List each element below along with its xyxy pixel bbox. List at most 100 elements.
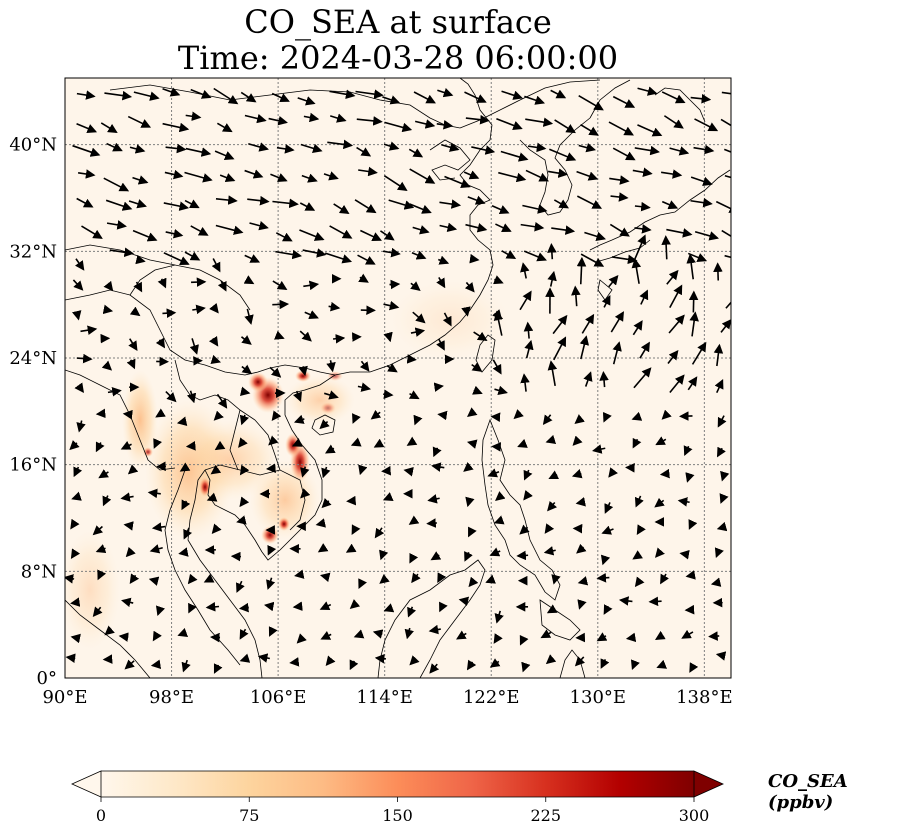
wind-arrow (76, 90, 96, 100)
wind-arrow (604, 502, 614, 514)
wind-arrow (608, 121, 634, 136)
wind-arrow (189, 338, 199, 355)
wind-arrow (81, 225, 103, 239)
wind-arrow (403, 467, 414, 477)
wind-arrow (315, 518, 326, 528)
wind-arrow (247, 195, 270, 206)
wind-arrow (634, 224, 652, 234)
wind-arrow (324, 390, 339, 400)
wind-arrow (576, 543, 587, 554)
wind-arrow (501, 90, 523, 100)
wind-arrow (429, 663, 440, 674)
wind-arrow (580, 253, 605, 267)
wind-arrow (327, 139, 354, 150)
colorbar-tick-label: 75 (239, 806, 259, 825)
wind-arrow (442, 312, 452, 327)
wind-arrow (209, 302, 219, 314)
wind-arrow (494, 385, 508, 395)
wind-arrow (720, 318, 731, 333)
wind-arrow (634, 201, 651, 212)
wind-arrow (461, 306, 471, 317)
wind-arrow (517, 438, 528, 448)
wind-arrow (372, 629, 384, 639)
wind-arrow (468, 526, 477, 538)
wind-arrow (464, 281, 475, 293)
wind-arrow (669, 146, 690, 156)
wind-arrow (300, 143, 323, 153)
wind-arrow (720, 470, 730, 482)
wind-arrow (178, 547, 189, 557)
wind-arrow (610, 192, 629, 202)
wind-arrow (320, 631, 332, 640)
wind-arrow (248, 142, 269, 152)
wind-arrow (70, 633, 81, 644)
wind-arrow (681, 629, 694, 639)
wind-arrow (181, 659, 191, 673)
wind-arrow (103, 280, 114, 292)
wind-arrow (358, 464, 368, 476)
lon-tick-label: 106°E (250, 687, 307, 708)
wind-arrow (73, 466, 83, 478)
wind-arrow (553, 199, 570, 209)
wind-arrow (634, 234, 647, 260)
wind-arrow (92, 525, 104, 536)
wind-arrow (358, 166, 378, 177)
wind-arrow (123, 521, 134, 531)
wind-arrow (571, 469, 583, 479)
wind-arrow (129, 573, 140, 585)
wind-arrow (716, 521, 728, 532)
wind-arrow (547, 500, 557, 512)
wind-arrow (547, 270, 557, 287)
wind-arrow (206, 492, 218, 502)
wind-arrow (596, 632, 608, 642)
wind-arrow (612, 341, 622, 365)
wind-arrow (661, 91, 686, 104)
wind-arrow (631, 411, 643, 421)
wind-arrow (602, 411, 612, 423)
wind-arrow (716, 446, 726, 458)
lat-tick-label: 8°N (21, 561, 57, 582)
wind-arrow (155, 337, 166, 349)
wind-arrow (354, 199, 377, 214)
wind-arrow (612, 147, 636, 161)
lat-tick-label: 16°N (9, 455, 57, 476)
wind-arrow (272, 280, 288, 291)
wind-arrow (298, 365, 308, 377)
map-background (65, 78, 731, 678)
wind-arrow (437, 572, 447, 584)
wind-arrow (165, 143, 187, 154)
wind-arrow (713, 262, 723, 281)
wind-arrow (76, 353, 93, 364)
wind-arrow (660, 573, 670, 585)
wind-arrow (319, 601, 332, 611)
wind-arrow (690, 197, 713, 208)
wind-arrow (358, 578, 367, 589)
wind-arrow (500, 150, 529, 162)
wind-arrow (265, 463, 276, 474)
wind-arrow (213, 663, 223, 674)
wind-arrow (317, 543, 329, 553)
wind-arrow (584, 231, 606, 241)
wind-arrow (184, 251, 201, 261)
wind-arrow (188, 602, 197, 614)
wind-arrow (412, 311, 426, 324)
wind-arrow (383, 331, 393, 343)
wind-arrow (163, 201, 190, 211)
wind-arrow (525, 169, 550, 182)
wind-arrow (72, 144, 101, 157)
wind-arrow (165, 390, 177, 403)
wind-arrow (632, 437, 642, 449)
wind-arrow (583, 371, 593, 387)
wind-arrow (689, 662, 699, 673)
wind-arrow (271, 410, 282, 421)
wind-arrow (575, 497, 586, 507)
wind-arrow (411, 572, 421, 584)
wind-arrow (610, 311, 624, 333)
wind-arrow (637, 124, 663, 137)
latitude-ticks: 0° 8°N 16°N 24°N 32°N 40°N (9, 135, 57, 689)
wind-arrow (129, 306, 141, 317)
wind-arrow (661, 235, 671, 260)
wind-arrow (521, 661, 531, 673)
wind-arrow (165, 229, 184, 239)
wind-arrow (72, 279, 84, 291)
